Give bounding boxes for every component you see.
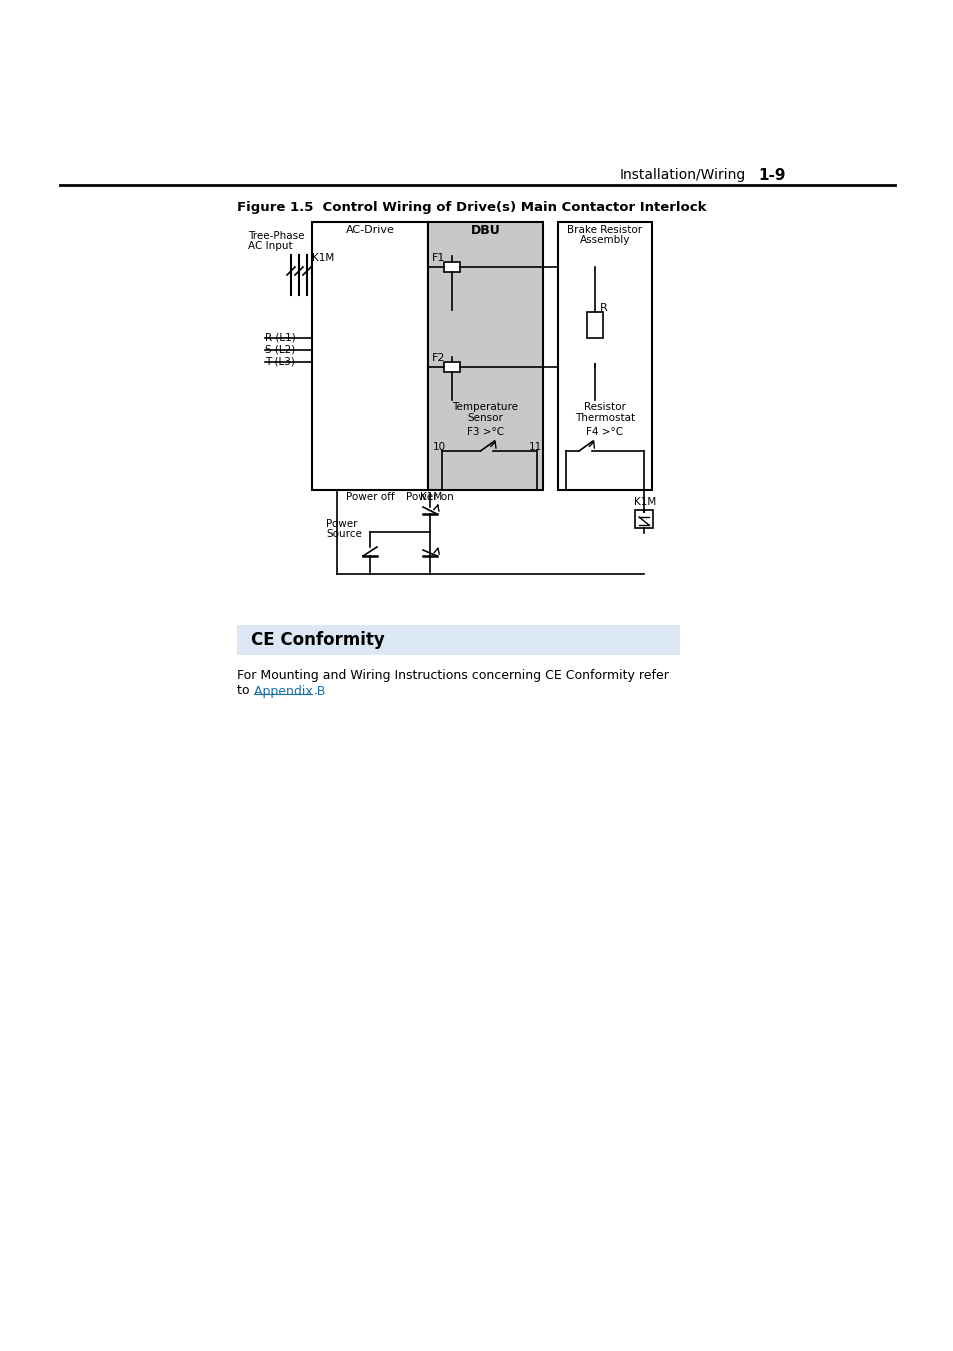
Text: F4 >°C: F4 >°C	[586, 427, 623, 436]
Text: Tree-Phase: Tree-Phase	[248, 231, 304, 240]
Text: Source: Source	[326, 530, 361, 539]
Text: R: R	[599, 303, 607, 313]
Text: CE Conformity: CE Conformity	[251, 631, 384, 648]
Text: Thermostat: Thermostat	[575, 413, 635, 423]
Text: 11: 11	[529, 442, 541, 453]
Text: Power on: Power on	[406, 492, 454, 503]
Text: DBU: DBU	[470, 223, 500, 236]
Bar	[312, 222, 428, 490]
Bar	[236, 626, 679, 655]
Text: Brake Resistor: Brake Resistor	[567, 226, 642, 235]
Text: R (L1): R (L1)	[265, 332, 295, 343]
Text: K1M: K1M	[312, 253, 334, 263]
Text: K1M: K1M	[634, 497, 656, 507]
Text: AC-Drive: AC-Drive	[345, 226, 394, 235]
Text: to: to	[236, 685, 253, 697]
Text: Resistor: Resistor	[583, 403, 625, 412]
Text: Figure 1.5  Control Wiring of Drive(s) Main Contactor Interlock: Figure 1.5 Control Wiring of Drive(s) Ma…	[236, 201, 706, 215]
Text: Assembly: Assembly	[579, 235, 630, 245]
Bar	[635, 509, 652, 528]
Text: Sensor: Sensor	[467, 413, 503, 423]
Text: Power: Power	[326, 519, 357, 530]
Text: 10: 10	[433, 442, 446, 453]
Text: 1-9: 1-9	[758, 168, 784, 182]
Text: F3 >°C: F3 >°C	[466, 427, 503, 436]
Text: Power off: Power off	[345, 492, 394, 503]
Text: F2: F2	[432, 353, 445, 363]
Bar	[558, 222, 651, 490]
Text: AC Input: AC Input	[248, 240, 293, 251]
Text: T (L3): T (L3)	[265, 357, 294, 367]
Text: F1: F1	[432, 253, 445, 263]
Bar	[586, 312, 602, 338]
Text: For Mounting and Wiring Instructions concerning CE Conformity refer: For Mounting and Wiring Instructions con…	[236, 669, 668, 681]
Bar	[443, 262, 459, 272]
Text: S (L2): S (L2)	[265, 345, 294, 355]
Text: Installation/Wiring: Installation/Wiring	[619, 168, 745, 182]
Text: K1M: K1M	[419, 492, 442, 503]
Bar	[428, 222, 542, 490]
Bar	[443, 362, 459, 372]
Text: Temperature: Temperature	[452, 403, 518, 412]
Text: .: .	[314, 685, 317, 697]
Text: Appendix B: Appendix B	[253, 685, 325, 697]
